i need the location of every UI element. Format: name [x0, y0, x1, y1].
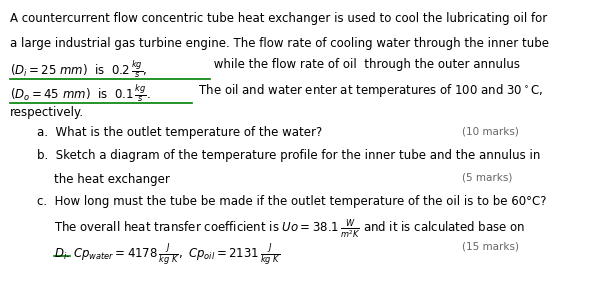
- Text: $(D_o = 45\ mm)$  is  $0.1\,\frac{kg}{s}$.: $(D_o = 45\ mm)$ is $0.1\,\frac{kg}{s}$.: [10, 82, 150, 104]
- Text: A countercurrent flow concentric tube heat exchanger is used to cool the lubrica: A countercurrent flow concentric tube he…: [10, 12, 547, 25]
- Text: The oil and water enter at temperatures of 100 and 30$^\circ$C,: The oil and water enter at temperatures …: [195, 82, 543, 99]
- Text: c.  How long must the tube be made if the outlet temperature of the oil is to be: c. How long must the tube be made if the…: [37, 195, 546, 208]
- Text: $D_i$. $Cp_{water} = 4178\,\frac{J}{kg\ K},\ Cp_{oil} = 2131\,\frac{J}{kg\ K}$: $D_i$. $Cp_{water} = 4178\,\frac{J}{kg\ …: [55, 242, 281, 268]
- Text: (15 marks): (15 marks): [462, 242, 519, 252]
- Text: respectively.: respectively.: [10, 106, 84, 119]
- Text: (5 marks): (5 marks): [462, 173, 512, 183]
- Text: The overall heat transfer coefficient is $Uo = 38.1\,\frac{W}{m^2K}$ and it is c: The overall heat transfer coefficient is…: [55, 218, 526, 241]
- Text: while the flow rate of oil  through the outer annulus: while the flow rate of oil through the o…: [210, 58, 520, 71]
- Text: the heat exchanger: the heat exchanger: [55, 173, 171, 186]
- Text: (10 marks): (10 marks): [462, 126, 519, 136]
- Text: b.  Sketch a diagram of the temperature profile for the inner tube and the annul: b. Sketch a diagram of the temperature p…: [37, 149, 540, 162]
- Text: $(D_i = 25\ mm)$  is  $0.2\,\frac{kg}{s}$,: $(D_i = 25\ mm)$ is $0.2\,\frac{kg}{s}$,: [10, 58, 147, 80]
- Text: a.  What is the outlet temperature of the water?: a. What is the outlet temperature of the…: [37, 126, 322, 139]
- Text: a large industrial gas turbine engine. The flow rate of cooling water through th: a large industrial gas turbine engine. T…: [10, 37, 549, 50]
